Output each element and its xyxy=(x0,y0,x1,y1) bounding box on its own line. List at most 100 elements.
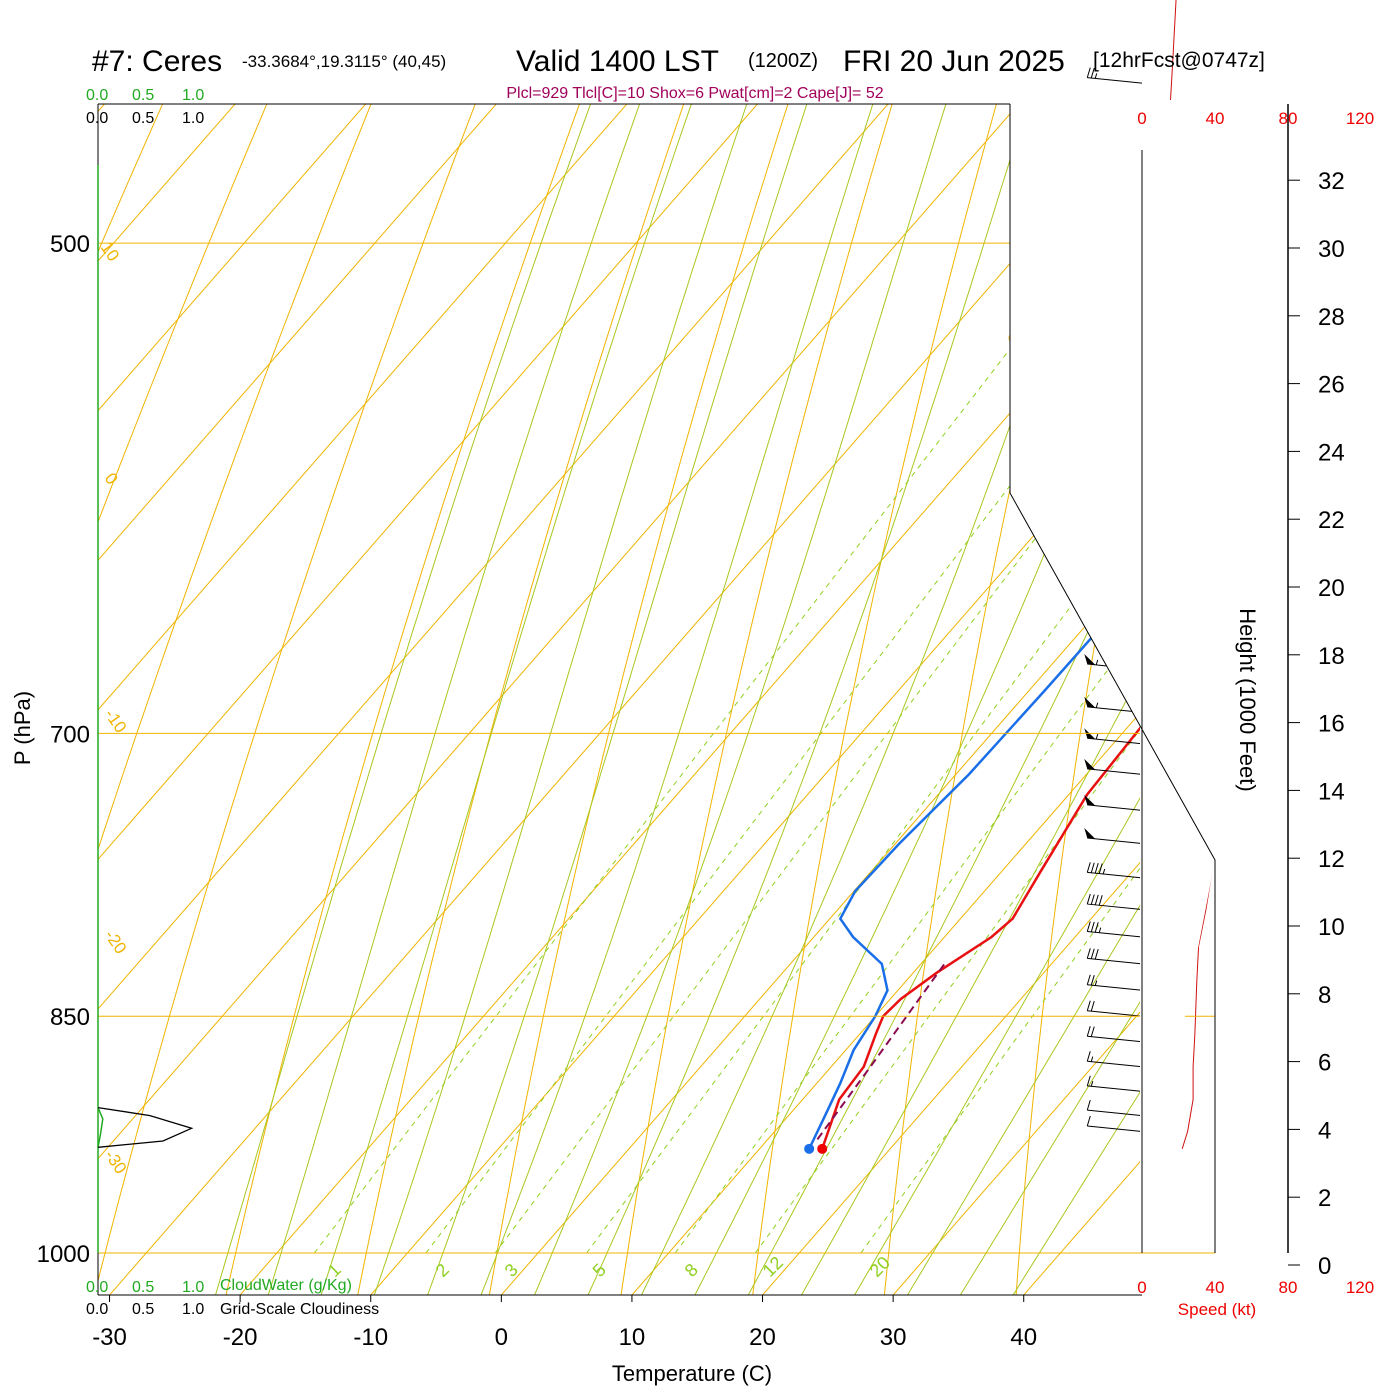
speed-tick-top-80: 80 xyxy=(1279,109,1298,128)
barb-flag xyxy=(1098,863,1103,874)
temp-tick-label: 10 xyxy=(619,1324,646,1351)
barb-flag xyxy=(1090,975,1095,986)
dry-adiabat-line xyxy=(883,104,1102,1295)
speed-tick-top-0: 0 xyxy=(1137,109,1146,128)
temp-tick-label: 0 xyxy=(495,1324,508,1351)
barb-staff xyxy=(1087,77,1143,84)
isotherm-line xyxy=(500,560,1142,1295)
temp-tick-label: -30 xyxy=(92,1324,127,1351)
barb-flag xyxy=(1086,862,1091,873)
isotherm-line xyxy=(98,104,889,1010)
wind-barb xyxy=(1086,1115,1143,1133)
barb-staff xyxy=(1087,871,1143,879)
barb-pennant xyxy=(1084,794,1096,806)
isotherm-line xyxy=(98,104,628,711)
isotherm-line xyxy=(98,104,367,412)
barb-flag xyxy=(1090,921,1095,933)
isotherm-line xyxy=(761,859,1142,1295)
mixing-ratio-label: 20 xyxy=(866,1253,894,1281)
isotherm-line xyxy=(98,104,759,861)
cloudwater-label: CloudWater (g/Kg) xyxy=(220,1277,352,1294)
mixing-ratio-label: 3 xyxy=(501,1260,522,1281)
barb-flag xyxy=(1094,922,1099,933)
height-axis-label: Height (1000 Feet) xyxy=(1235,608,1260,791)
dry-adiabat-line xyxy=(225,104,581,1295)
barb-flag xyxy=(1086,1075,1091,1087)
cloud-scale-top-green-0: 0.0 xyxy=(86,87,108,104)
surface-temp-marker xyxy=(817,1143,828,1154)
wind-barb xyxy=(1086,1075,1143,1092)
barb-staff xyxy=(1087,957,1143,965)
wind-barb xyxy=(1086,921,1143,938)
moist-adiabat-line xyxy=(587,104,1028,1295)
temp-tick-label: 30 xyxy=(880,1324,907,1351)
isotherm-line xyxy=(370,410,1142,1295)
moist-adiabat-line xyxy=(215,104,592,1295)
moist-adiabat-line xyxy=(480,104,874,1295)
barb-staff xyxy=(1087,984,1143,991)
height-tick-label: 4 xyxy=(1318,1117,1331,1144)
barb-flag xyxy=(1090,1026,1095,1037)
wind-barb xyxy=(1086,862,1143,879)
barb-staff xyxy=(1087,1035,1143,1043)
height-tick-label: 6 xyxy=(1318,1050,1331,1077)
height-tick-label: 28 xyxy=(1318,304,1345,331)
barb-flag xyxy=(1086,921,1091,932)
forecast-date: FRI 20 Jun 2025 xyxy=(843,45,1065,78)
pressure-tick-label: 1000 xyxy=(37,1241,90,1268)
moist-adiabat-line xyxy=(533,104,947,1295)
dry-adiabat-line xyxy=(620,104,893,1295)
barb-half-flag xyxy=(1090,1056,1094,1062)
cloudiness-label: Grid-Scale Cloudiness xyxy=(220,1301,379,1318)
station-coords: -33.3684°,19.3115° (40,45) xyxy=(242,52,446,71)
dry-adiabat-line xyxy=(357,104,685,1295)
barb-staff xyxy=(1087,1060,1143,1068)
dry-adiabat-label: -10 xyxy=(101,705,131,736)
speed-tick-bottom-80: 80 xyxy=(1279,1278,1298,1297)
barb-half-flag xyxy=(1095,702,1099,708)
barb-staff xyxy=(1087,768,1143,775)
cloud-scale-bottom-black-2: 1.0 xyxy=(182,1301,204,1318)
height-tick-label: 10 xyxy=(1318,914,1345,941)
plot-right-boundary xyxy=(1009,104,1216,1253)
dry-adiabat-line xyxy=(0,0,349,1338)
height-tick-label: 32 xyxy=(1318,168,1345,195)
cloud-scale-bottom-black-0: 0.0 xyxy=(86,1301,108,1318)
height-tick-label: 22 xyxy=(1318,507,1345,534)
moist-adiabat-line xyxy=(906,901,1142,1295)
dry-adiabat-label: -20 xyxy=(101,926,131,957)
temp-tick-label: 40 xyxy=(1010,1324,1037,1351)
barb-pennant xyxy=(1084,654,1096,665)
height-tick-label: 16 xyxy=(1318,711,1345,738)
height-tick-label: 24 xyxy=(1318,439,1345,466)
barb-pennant xyxy=(1084,758,1096,770)
moist-adiabat-line xyxy=(373,104,748,1295)
wind-barb xyxy=(1086,974,1143,991)
y-axis-label: P (hPa) xyxy=(10,691,35,765)
barb-half-flag xyxy=(1095,733,1099,740)
cloudiness-profile xyxy=(97,1106,194,1148)
wind-barb xyxy=(1084,794,1143,811)
height-tick-label: 14 xyxy=(1318,778,1345,805)
barb-staff xyxy=(1087,837,1143,845)
height-tick-label: 30 xyxy=(1318,236,1345,263)
speed-tick-bottom-120: 120 xyxy=(1346,1278,1374,1297)
barb-half-flag xyxy=(1098,927,1102,933)
wind-barb xyxy=(1084,758,1143,775)
moist-adiabat-line xyxy=(853,793,1142,1295)
isotherm-line xyxy=(98,104,497,561)
barb-flag xyxy=(1090,67,1095,79)
barb-pennant xyxy=(1084,696,1096,708)
moist-adiabat-line xyxy=(959,997,1142,1295)
height-tick-label: 26 xyxy=(1318,372,1345,399)
wind-barb xyxy=(1086,948,1143,965)
barb-half-flag xyxy=(1095,659,1099,666)
barb-flag xyxy=(1090,862,1095,873)
barb-half-flag xyxy=(1102,868,1106,875)
valid-time: Valid 1400 LST xyxy=(516,45,719,78)
barb-staff xyxy=(1087,737,1143,745)
height-tick-label: 20 xyxy=(1318,575,1345,602)
plot-mask-right xyxy=(1010,100,1260,1255)
speed-axis-label: Speed (kt) xyxy=(1178,1300,1256,1319)
